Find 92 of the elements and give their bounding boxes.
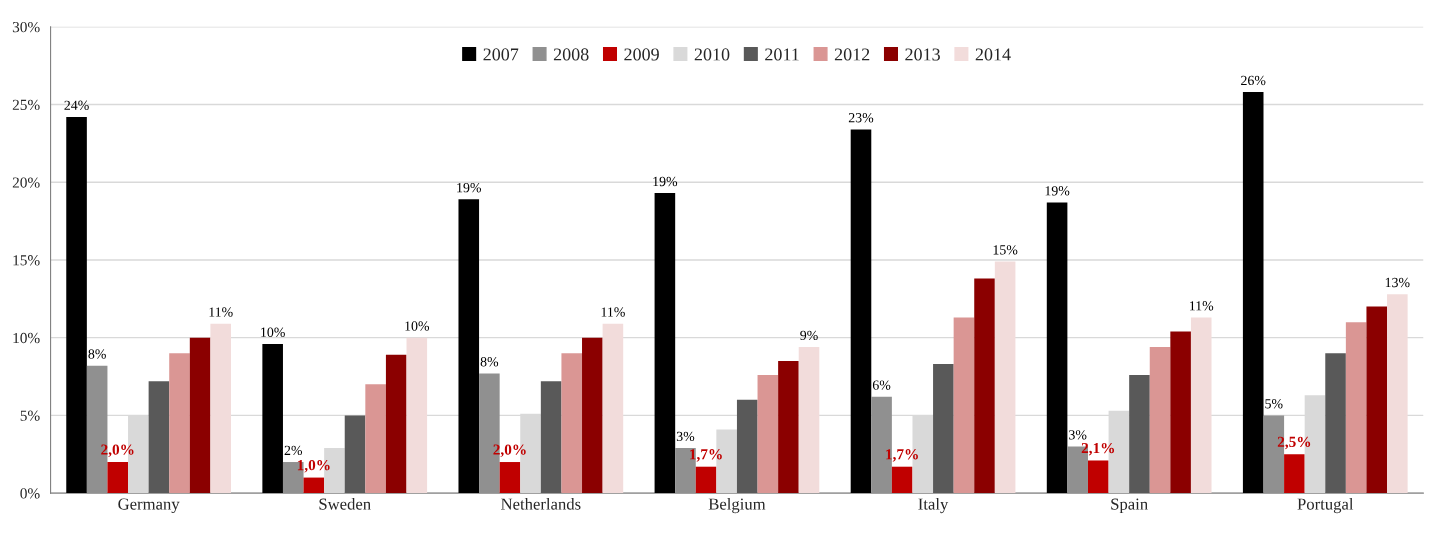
- bar: [1087, 460, 1109, 494]
- y-tick-label: 30%: [12, 21, 40, 33]
- data-label: 2,0%: [101, 444, 134, 457]
- x-tick-label: Portugal: [1297, 497, 1354, 514]
- data-label: 5%: [1265, 399, 1283, 409]
- bar: [1149, 347, 1171, 494]
- bar: [499, 462, 521, 494]
- data-label: 23%: [848, 113, 874, 123]
- data-label: 1,7%: [886, 449, 918, 462]
- bar: [1345, 322, 1367, 494]
- data-label: 26%: [1241, 75, 1266, 86]
- bar: [561, 353, 583, 494]
- y-tick-label: 15%: [13, 255, 40, 266]
- data-label: 11%: [601, 307, 625, 317]
- bar: [107, 462, 129, 494]
- legend-label: 2008: [553, 48, 589, 61]
- data-label: 24%: [64, 100, 89, 111]
- legend-label: 2012: [834, 48, 870, 61]
- data-label: 3%: [1069, 430, 1087, 440]
- data-label: 2,5%: [1277, 436, 1311, 450]
- data-label: 10%: [405, 321, 430, 331]
- y-tick-label: 25%: [12, 99, 40, 111]
- data-label: 3%: [676, 431, 695, 442]
- x-tick-label: Sweden: [319, 497, 371, 510]
- data-label: 2,1%: [1081, 442, 1115, 456]
- bar: [850, 129, 872, 494]
- data-label: 8%: [88, 349, 106, 359]
- bar: [736, 399, 758, 494]
- data-label: 2%: [284, 445, 303, 456]
- legend-label: 2013: [905, 48, 940, 61]
- bar: [1129, 374, 1150, 494]
- legend-label: 2011: [765, 48, 799, 61]
- bar: [1325, 353, 1346, 494]
- bar: [602, 323, 624, 494]
- bar: [994, 261, 1016, 494]
- bar: [695, 466, 717, 494]
- bar: [189, 337, 211, 494]
- bar: [148, 381, 170, 494]
- data-label: 8%: [480, 357, 499, 367]
- bar: [1170, 331, 1191, 494]
- data-label: 11%: [209, 307, 233, 317]
- bar: [582, 337, 603, 494]
- data-label: 19%: [457, 182, 482, 193]
- data-label: 9%: [800, 330, 818, 341]
- bar: [757, 374, 779, 494]
- bar: [1387, 294, 1408, 494]
- data-label: 19%: [1045, 186, 1070, 196]
- x-tick-label: Spain: [1111, 498, 1148, 514]
- bar: [385, 354, 407, 494]
- data-label: 6%: [872, 380, 891, 390]
- data-label: 1,0%: [297, 460, 330, 473]
- bar: [303, 477, 325, 494]
- bar: [798, 347, 820, 494]
- bar: [169, 353, 190, 494]
- x-tick-label: Belgium: [708, 497, 766, 514]
- bar: [406, 337, 428, 494]
- data-label: 19%: [653, 176, 678, 187]
- y-tick-label: 20%: [12, 177, 40, 188]
- data-label: 1,7%: [690, 449, 722, 462]
- legend-label: 2014: [975, 48, 1011, 61]
- x-tick-label: Germany: [118, 498, 180, 514]
- bar: [540, 381, 562, 494]
- bar: [210, 323, 231, 494]
- y-tick-label: 10%: [13, 332, 40, 344]
- bar: [458, 199, 480, 494]
- bar: [933, 364, 954, 494]
- y-tick-label: 0%: [20, 488, 40, 499]
- bar: [654, 193, 676, 494]
- data-label: 15%: [993, 245, 1018, 255]
- data-label: 11%: [1189, 301, 1214, 311]
- x-tick-label: Italy: [918, 497, 949, 514]
- x-tick-label: Netherlands: [501, 497, 581, 510]
- bar: [1284, 454, 1305, 494]
- bar: [365, 384, 386, 494]
- data-label: 10%: [261, 327, 285, 337]
- bar: [891, 466, 913, 494]
- bar: [778, 361, 799, 494]
- bar: [1046, 202, 1068, 494]
- bar: [974, 278, 995, 494]
- bar: [1190, 317, 1212, 494]
- bar: [1366, 306, 1388, 494]
- bar: [262, 343, 283, 494]
- legend-label: 2010: [694, 48, 730, 61]
- data-label: 2,0%: [493, 444, 526, 457]
- bar: [1242, 92, 1264, 494]
- bar: [953, 317, 975, 494]
- legend-label: 2007: [483, 48, 519, 61]
- legend-label: 2009: [624, 48, 659, 61]
- bar: [66, 116, 87, 494]
- data-label: 13%: [1385, 277, 1410, 288]
- y-tick-label: 5%: [20, 410, 40, 421]
- bar: [344, 415, 366, 494]
